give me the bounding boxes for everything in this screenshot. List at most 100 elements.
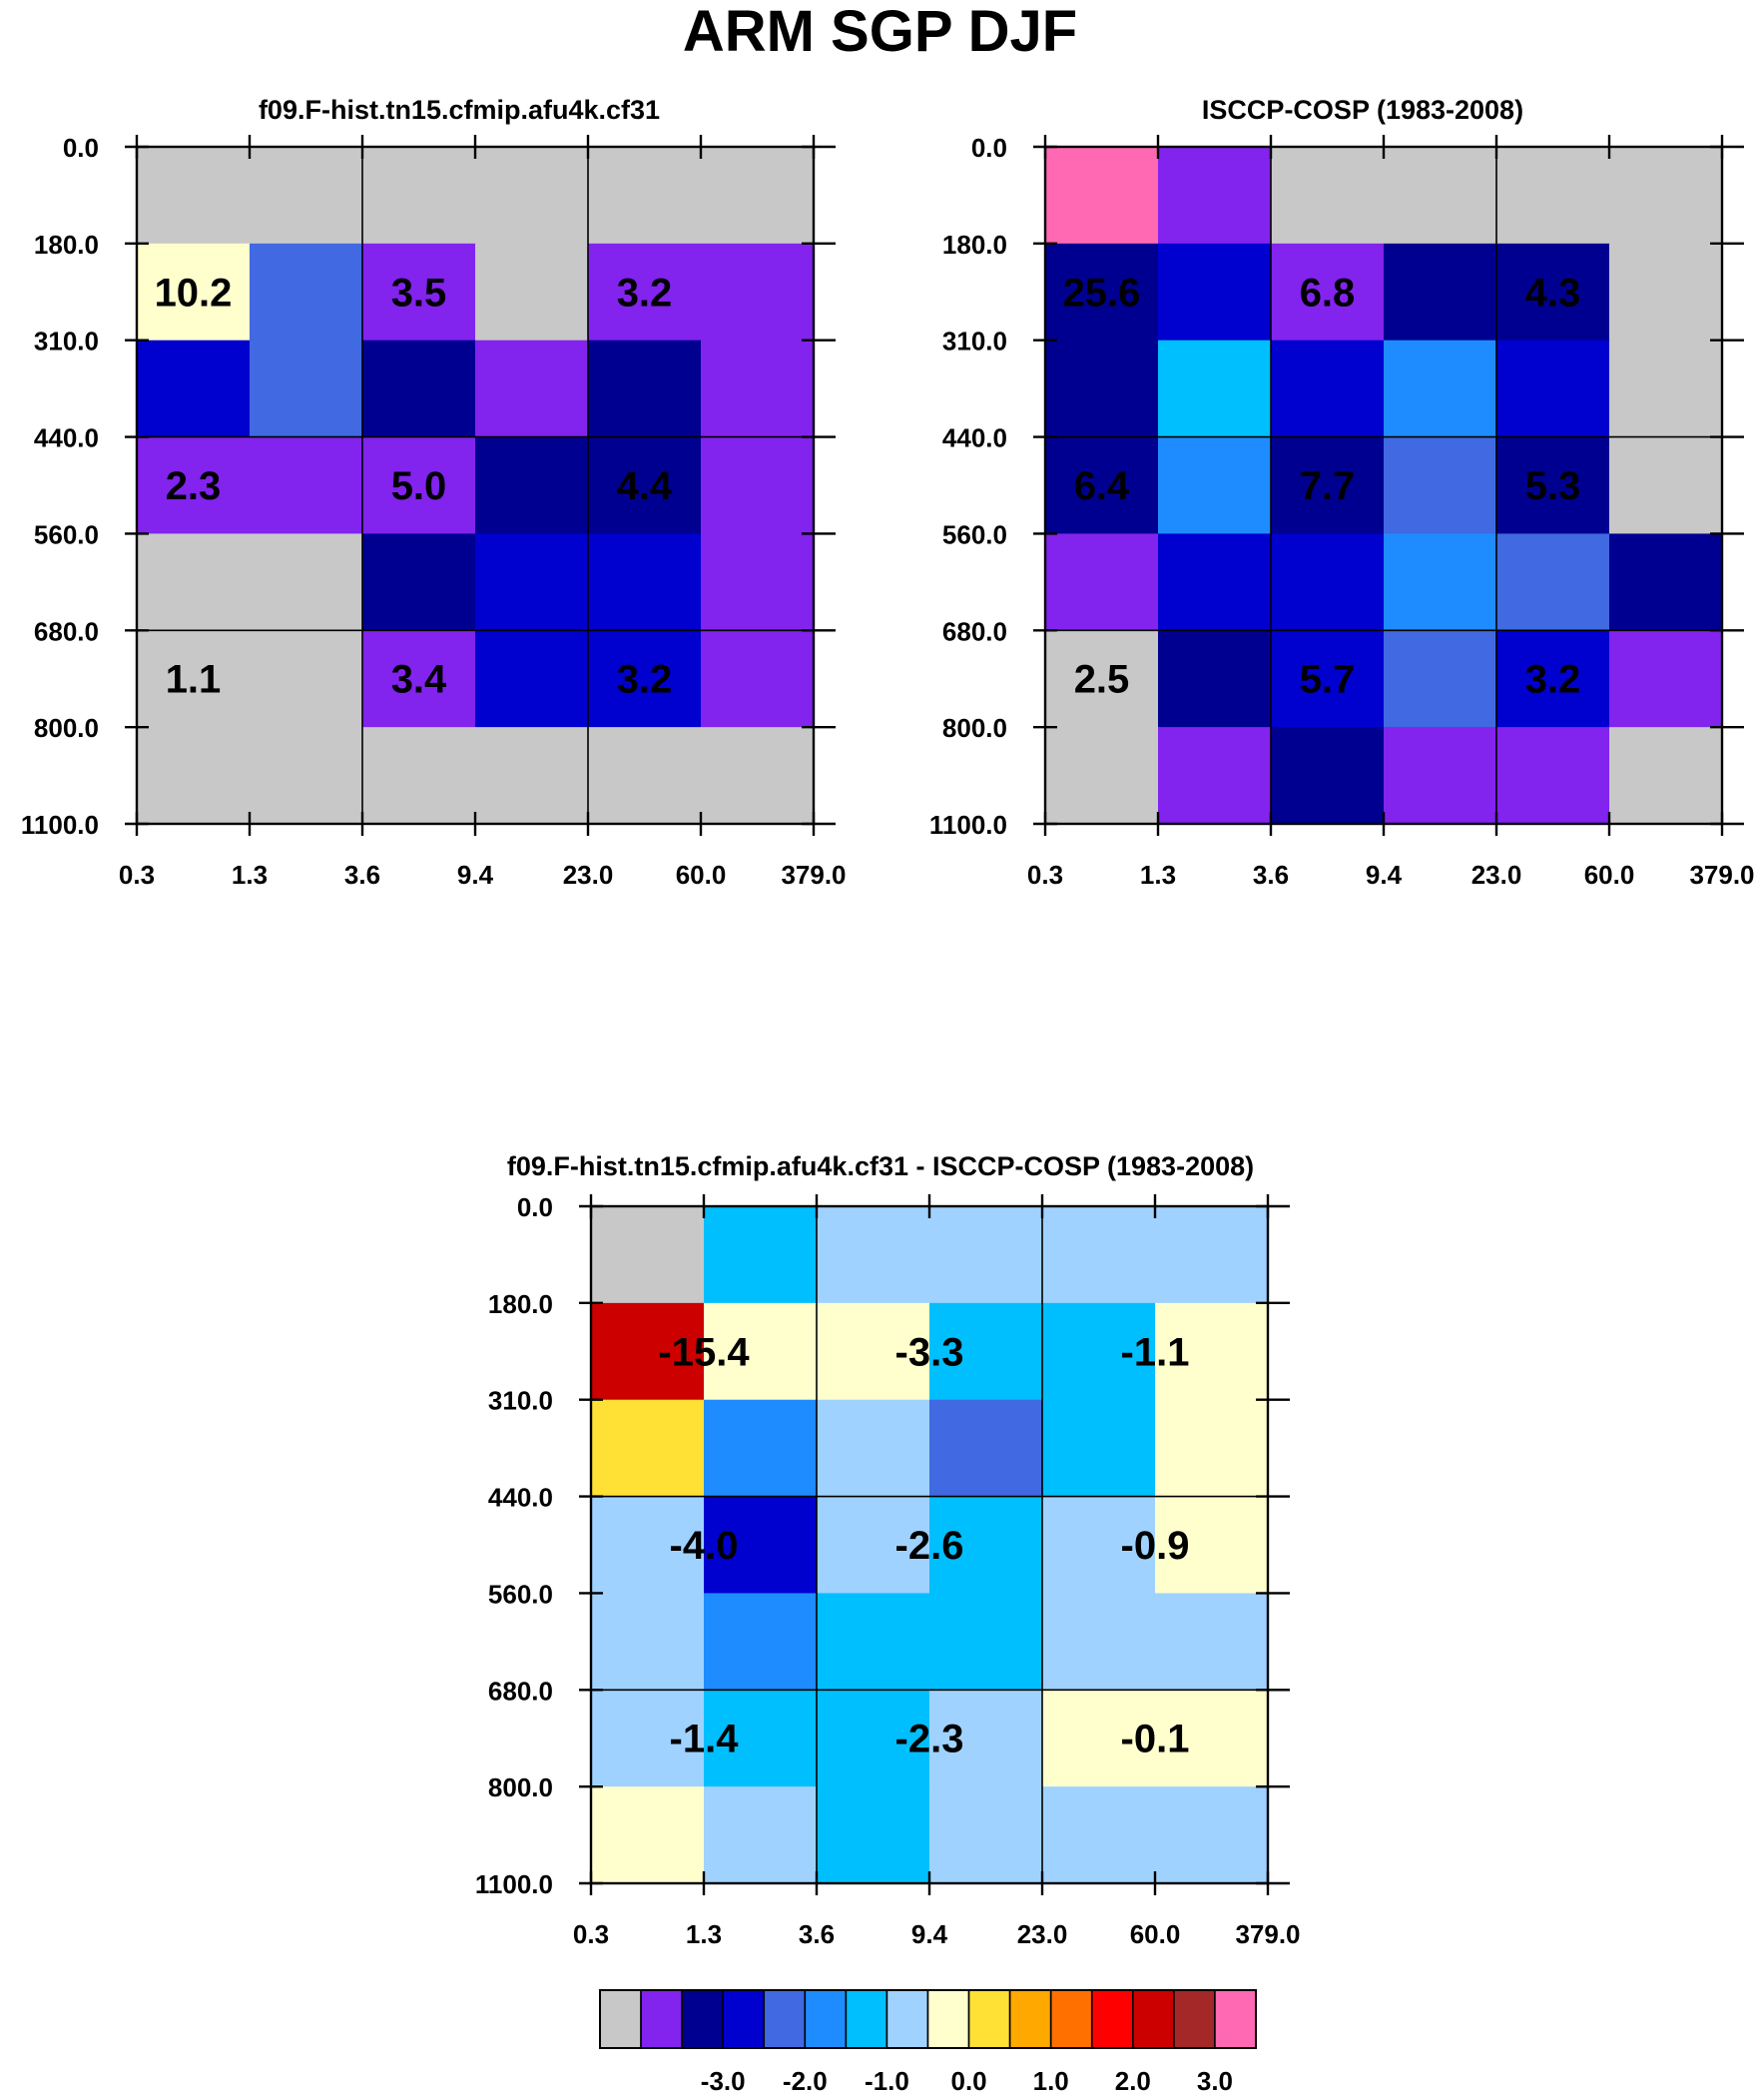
heatmap-cell (362, 340, 476, 438)
heatmap-cell (1384, 147, 1497, 245)
heatmap-cell (929, 1496, 1043, 1595)
panel-3-title: f09.F-hist.tn15.cfmip.afu4k.cf31 - ISCCP… (506, 1151, 1255, 1181)
heatmap-cell (929, 1399, 1043, 1498)
cell-value-label: 5.7 (1300, 658, 1356, 702)
colorbar-frame (599, 1989, 1257, 2049)
x-tick-label: 3.6 (1253, 860, 1289, 890)
heatmap-cell (1045, 243, 1159, 342)
heatmap-cell (929, 1206, 1043, 1304)
heatmap-cell (817, 1593, 930, 1691)
y-tick-label: 1100.0 (475, 1869, 553, 1899)
y-tick-label: 440.0 (34, 423, 99, 453)
y-tick-label: 180.0 (34, 230, 99, 260)
colorbar-swatch (640, 1989, 683, 2049)
heatmap-cell (1496, 147, 1610, 245)
heatmap-cell (1045, 533, 1159, 631)
heatmap-cell (929, 1690, 1043, 1787)
heatmap-cell (591, 1496, 705, 1595)
heatmap-cell (1155, 1206, 1269, 1304)
heatmap-cell (1155, 1786, 1269, 1884)
heatmap-cell (1609, 630, 1723, 728)
heatmap-cell (137, 727, 251, 825)
heatmap-cell (591, 1593, 705, 1691)
cell-value-label: 5.3 (1525, 464, 1581, 508)
colorbar-label: 1.0 (1033, 2066, 1069, 2096)
heatmap-cell (929, 1302, 1043, 1401)
heatmap-cell (588, 727, 702, 825)
cell-value-label: -0.1 (1121, 1718, 1190, 1761)
heatmap-cell (250, 533, 363, 631)
heatmap-cell (588, 533, 702, 631)
colorbar-swatch (681, 1989, 724, 2049)
colorbar-label: -2.0 (783, 2066, 828, 2096)
colorbar-label: 2.0 (1115, 2066, 1151, 2096)
cell-value-label: 3.2 (617, 658, 673, 702)
heatmap-cell (1042, 1786, 1156, 1884)
heatmap-cell (1158, 436, 1272, 535)
colorbar-swatch (1214, 1989, 1257, 2049)
heatmap-cell (704, 1496, 818, 1595)
x-tick-label: 9.4 (1366, 860, 1403, 890)
heatmap-cell (1042, 1496, 1156, 1595)
heatmap-cell (588, 147, 702, 245)
heatmap-cell (475, 243, 589, 342)
colorbar-swatch (1049, 1989, 1093, 2049)
heatmap-cell (475, 630, 589, 728)
x-tick-label: 23.0 (1017, 1919, 1068, 1949)
cell-value-label: 3.2 (617, 271, 673, 315)
heatmap-cell (137, 630, 251, 728)
heatmap-cell (1271, 630, 1385, 728)
y-tick-label: 0.0 (971, 133, 1007, 163)
cell-value-label: -1.4 (670, 1718, 740, 1761)
heatmap-cell (1271, 243, 1385, 342)
heatmap-cell (704, 1690, 818, 1787)
heatmap-cell (704, 1399, 818, 1498)
colorbar-swatch (885, 1989, 929, 2049)
colorbar-swatch (722, 1989, 766, 2049)
page-title: ARM SGP DJF (682, 0, 1078, 64)
cell-value-label: 6.8 (1300, 271, 1356, 315)
cell-value-label: 10.2 (155, 271, 233, 315)
x-tick-label: 60.0 (676, 860, 727, 890)
cell-value-label: 1.1 (166, 658, 222, 702)
heatmap-cell (1496, 727, 1610, 825)
heatmap-cell (817, 1496, 930, 1595)
x-tick-label: 379.0 (1689, 860, 1754, 890)
heatmap-cell (362, 436, 476, 535)
heatmap-cell (817, 1206, 930, 1304)
heatmap-cell (137, 436, 251, 535)
x-tick-label: 60.0 (1130, 1919, 1181, 1949)
heatmap-cell (1158, 630, 1272, 728)
cell-value-label: 25.6 (1063, 271, 1141, 315)
heatmap-cell (1496, 243, 1610, 342)
heatmap-cell (817, 1302, 930, 1401)
heatmap-cell (701, 147, 815, 245)
cell-value-label: 2.3 (166, 464, 222, 508)
heatmap-cell (701, 340, 815, 438)
x-tick-label: 379.0 (781, 860, 846, 890)
heatmap-cell (1155, 1593, 1269, 1691)
heatmap-cell (250, 243, 363, 342)
y-tick-label: 680.0 (488, 1676, 553, 1706)
heatmap-cell (250, 147, 363, 245)
heatmap-cell (1158, 533, 1272, 631)
heatmap-cell (1271, 147, 1385, 245)
heatmap-cell (1045, 630, 1159, 728)
heatmap-cell (362, 147, 476, 245)
heatmap-cell (1045, 340, 1159, 438)
heatmap-cell (1384, 436, 1497, 535)
heatmap-cell (137, 533, 251, 631)
heatmap-cell (701, 243, 815, 342)
y-tick-label: 800.0 (488, 1772, 553, 1802)
heatmap-cell (1609, 340, 1723, 438)
heatmap-cell (1496, 340, 1610, 438)
heatmap-cell (701, 533, 815, 631)
y-tick-label: 1100.0 (929, 810, 1007, 840)
y-tick-label: 560.0 (488, 1579, 553, 1609)
colorbar-label: 0.0 (950, 2066, 986, 2096)
colorbar-swatch (967, 1989, 1011, 2049)
colorbar-swatch (804, 1989, 848, 2049)
colorbar-swatch (1173, 1989, 1216, 2049)
panel-1-title: f09.F-hist.tn15.cfmip.afu4k.cf31 (258, 95, 661, 125)
x-tick-label: 23.0 (563, 860, 614, 890)
